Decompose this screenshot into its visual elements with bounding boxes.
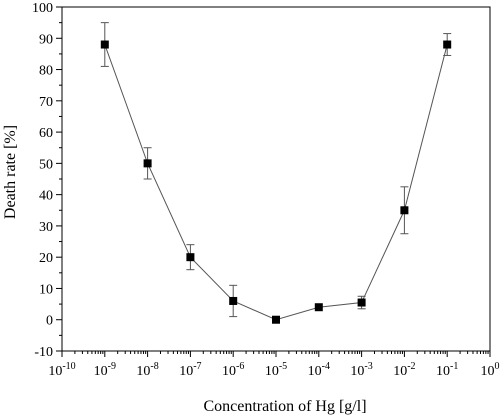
axes — [61, 6, 491, 352]
plot-frame — [61, 6, 491, 352]
x-tick-label: 10-10 — [48, 361, 75, 379]
data-points — [100, 40, 452, 324]
data-point — [314, 303, 323, 312]
y-tick-label: 90 — [39, 32, 53, 47]
y-tick-label: 70 — [39, 95, 53, 110]
x-tick-label: 10-2 — [393, 361, 415, 379]
y-tick-label: 40 — [39, 189, 53, 204]
data-point — [357, 298, 366, 307]
y-tick-label: 100 — [32, 1, 53, 16]
y-tick-label: 60 — [39, 126, 53, 141]
series-polyline — [104, 44, 448, 321]
y-tick-label: 10 — [39, 282, 53, 297]
y-tick-label: 0 — [46, 314, 53, 329]
x-ticks: 10-10 10-9 10-8 10-7 10-6 10-5 10-4 10-3 10-2 10-… — [48, 351, 500, 379]
data-point — [443, 40, 452, 49]
y-tick-label: -10 — [34, 345, 53, 360]
y-tick-label: 50 — [39, 157, 53, 172]
x-tick-label: 100 — [481, 361, 500, 379]
x-tick-label: 10-4 — [308, 361, 330, 379]
y-axis-label: Death rate [%] — [2, 125, 19, 219]
x-tick-label: 10-9 — [94, 361, 116, 379]
data-point — [229, 296, 238, 305]
error-bars — [100, 22, 452, 318]
x-tick-label: 10-5 — [265, 361, 287, 379]
data-point — [143, 159, 152, 168]
x-tick-label: 10-3 — [350, 361, 372, 379]
y-tick-label: 20 — [39, 251, 53, 266]
x-tick-label: 10-8 — [136, 361, 158, 379]
data-point — [272, 315, 280, 324]
y-tick-label: 80 — [39, 64, 53, 79]
series-line — [104, 44, 448, 321]
x-axis-label: Concentration of Hg [g/l] — [203, 398, 366, 415]
x-tick-label: 10-7 — [179, 361, 201, 379]
x-tick-label: 10-6 — [222, 361, 244, 379]
x-tick-label: 10-1 — [436, 361, 458, 379]
data-point — [400, 206, 409, 215]
data-point — [186, 253, 195, 262]
y-ticks: -10 0 10 20 30 40 50 60 70 80 90 100 — [32, 1, 62, 360]
y-tick-label: 30 — [39, 220, 53, 235]
data-point — [100, 40, 109, 49]
